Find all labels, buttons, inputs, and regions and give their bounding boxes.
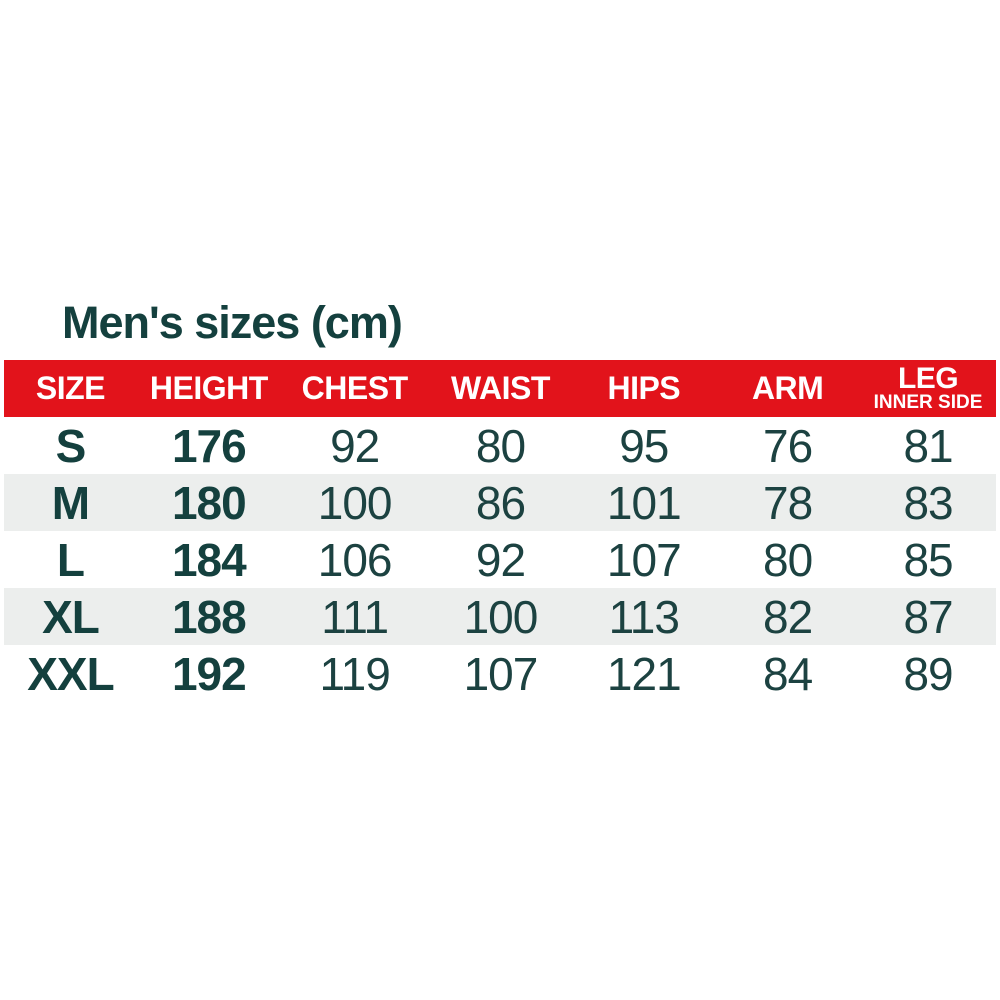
cell-arm: 84 (763, 647, 813, 700)
cell-arm: 80 (763, 533, 813, 586)
cell-height: 176 (171, 419, 247, 472)
cell-leg: 81 (903, 419, 953, 472)
header-cell-leg: LEG INNER SIDE (860, 360, 996, 417)
cell-chest: 92 (330, 419, 380, 472)
cell-size: S (55, 419, 87, 472)
leg-header-main: LEG (897, 361, 959, 395)
cell-hips: 121 (606, 647, 682, 700)
cell-hips: 101 (606, 476, 682, 529)
size-table-header: SIZE HEIGHT CHEST WAIST HIPS ARM LEG INN… (4, 360, 996, 417)
page-title: Men's sizes (cm) (62, 297, 403, 348)
cell-leg: 83 (903, 476, 953, 529)
header-cell-height: HEIGHT (136, 360, 281, 417)
header-cell-arm: ARM (715, 360, 861, 417)
cell-arm: 82 (763, 590, 813, 643)
cell-arm: 78 (763, 476, 813, 529)
leg-header-stack: LEG INNER SIDE (860, 361, 996, 414)
cell-size: XL (42, 590, 100, 643)
cell-size: M (51, 476, 90, 529)
cell-height: 192 (171, 647, 247, 700)
cell-leg: 89 (903, 647, 953, 700)
table-row-s: S 176 92 80 95 76 81 (4, 417, 996, 474)
cell-hips: 95 (619, 419, 669, 472)
cell-chest: 119 (319, 647, 390, 700)
cell-leg: 85 (903, 533, 953, 586)
cell-waist: 92 (475, 533, 526, 586)
header-cell-chest: CHEST (280, 360, 429, 417)
cell-waist: 107 (463, 647, 539, 700)
cell-hips: 113 (608, 590, 680, 643)
cell-waist: 86 (475, 476, 526, 529)
cell-chest: 111 (321, 590, 389, 643)
size-table: SIZE HEIGHT CHEST WAIST HIPS ARM LEG INN… (4, 360, 996, 702)
cell-waist: 80 (475, 419, 526, 472)
cell-waist: 100 (463, 590, 539, 643)
cell-height: 184 (171, 533, 247, 586)
leg-header-subline: INNER SIDE (873, 392, 983, 414)
cell-chest: 100 (317, 476, 393, 529)
header-cell-hips: HIPS (572, 360, 716, 417)
size-table-body: S 176 92 80 95 76 81 M 180 100 86 101 78… (4, 417, 996, 702)
header-cell-size: SIZE (4, 360, 137, 417)
cell-chest: 106 (317, 533, 393, 586)
cell-size: XXL (27, 647, 114, 700)
cell-height: 188 (171, 590, 247, 643)
table-row-m: M 180 100 86 101 78 83 (4, 474, 996, 531)
cell-height: 180 (171, 476, 247, 529)
cell-arm: 76 (763, 419, 813, 472)
table-row-xl: XL 188 111 100 113 82 87 (4, 588, 996, 645)
header-row: SIZE HEIGHT CHEST WAIST HIPS ARM LEG INN… (4, 360, 996, 417)
cell-hips: 107 (606, 533, 682, 586)
table-row-xxl: XXL 192 119 107 121 84 89 (4, 645, 996, 702)
table-row-l: L 184 106 92 107 80 85 (4, 531, 996, 588)
header-cell-waist: WAIST (428, 360, 573, 417)
cell-size: L (56, 533, 85, 586)
cell-leg: 87 (903, 590, 953, 643)
